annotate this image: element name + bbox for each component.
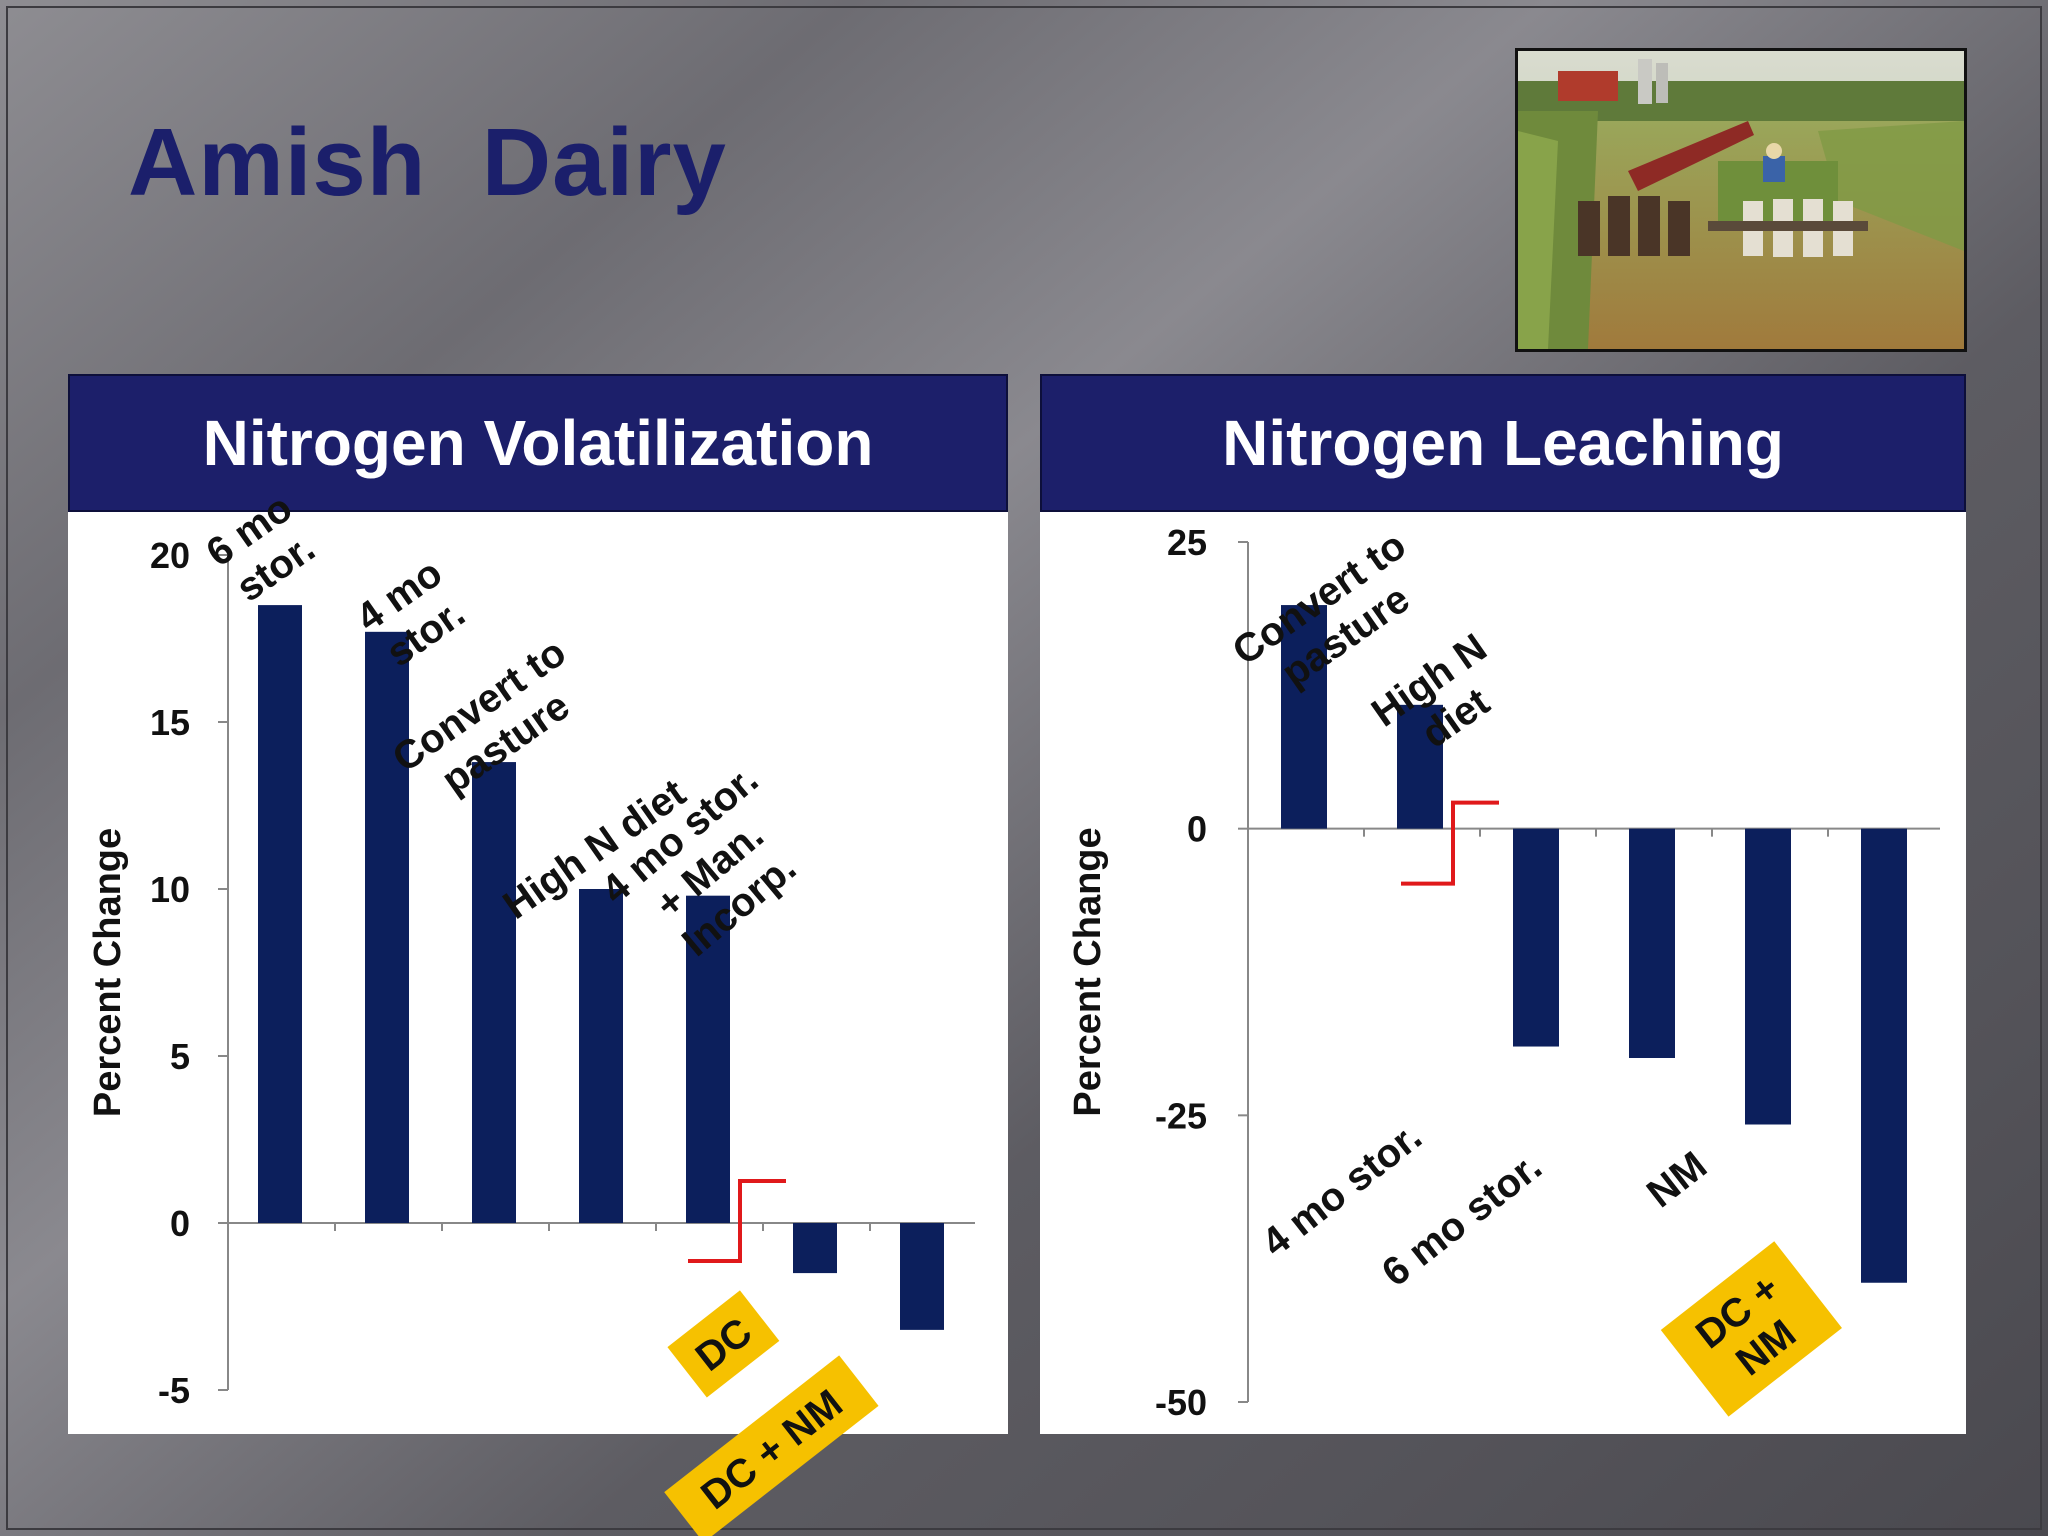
chart0-bar-label: 6 mostor. — [198, 486, 326, 613]
chart1-y-tick-label: 25 — [1167, 522, 1207, 563]
chart0-highlight-tag — [664, 1355, 879, 1536]
chart0-bar — [472, 762, 516, 1223]
chart0-bar — [258, 605, 302, 1223]
chart1-bar — [1397, 704, 1443, 829]
chart0-bar-label: DC + NM — [693, 1381, 851, 1518]
chart1-y-tick-label: -50 — [1155, 1382, 1207, 1423]
chart0-y-tick-label: 20 — [150, 535, 190, 576]
chart1-y-axis-label: Percent Change — [1067, 827, 1109, 1116]
chart0-group-divider-marker — [688, 1179, 786, 1263]
chart1-bar — [1861, 828, 1907, 1283]
chart1-bar — [1745, 828, 1791, 1125]
chart0-bar — [900, 1223, 944, 1330]
chart0-bar — [686, 895, 730, 1223]
leaching-chart-title: Nitrogen Leaching — [1040, 374, 1966, 512]
chart0-bar — [793, 1223, 837, 1274]
chart1-y-tick-label: -25 — [1155, 1095, 1207, 1136]
chart0-bar — [579, 889, 623, 1223]
chart1-bar — [1629, 828, 1675, 1058]
chart0-y-tick-label: -5 — [158, 1370, 190, 1411]
chart0-y-tick-label: 15 — [150, 702, 190, 743]
chart1-y-tick-label: 0 — [1187, 809, 1207, 850]
slide-title: Amish Dairy — [128, 109, 727, 216]
farm-photo — [1515, 48, 1967, 352]
chart1-bar-label: NM — [1639, 1143, 1715, 1216]
volatilization-chart-panel — [68, 374, 1008, 1434]
chart0-y-axis-label: Percent Change — [87, 828, 129, 1117]
chart1-group-divider-marker — [1401, 800, 1499, 886]
chart1-bar — [1513, 828, 1559, 1047]
chart1-highlight-tag — [1660, 1241, 1842, 1417]
chart1-bar — [1281, 605, 1327, 829]
chart1-bar-label: High Ndiet — [1364, 626, 1521, 774]
chart0-y-tick-label: 5 — [170, 1036, 190, 1077]
chart0-bar-label-line: DC + NM — [693, 1381, 851, 1518]
chart0-y-tick-label: 10 — [150, 869, 190, 910]
slide-frame — [6, 6, 2042, 1530]
chart0-bar — [365, 631, 409, 1223]
chart1-bar-label-line: NM — [1639, 1143, 1715, 1216]
leaching-chart-panel — [1040, 374, 1966, 1434]
chart0-highlight-tag — [667, 1290, 780, 1398]
chart0-y-tick-label: 0 — [170, 1203, 190, 1244]
volatilization-chart-title: Nitrogen Volatilization — [68, 374, 1008, 512]
chart0-bar-label: 4 mo stor.+ Man.Incorp. — [594, 757, 826, 983]
